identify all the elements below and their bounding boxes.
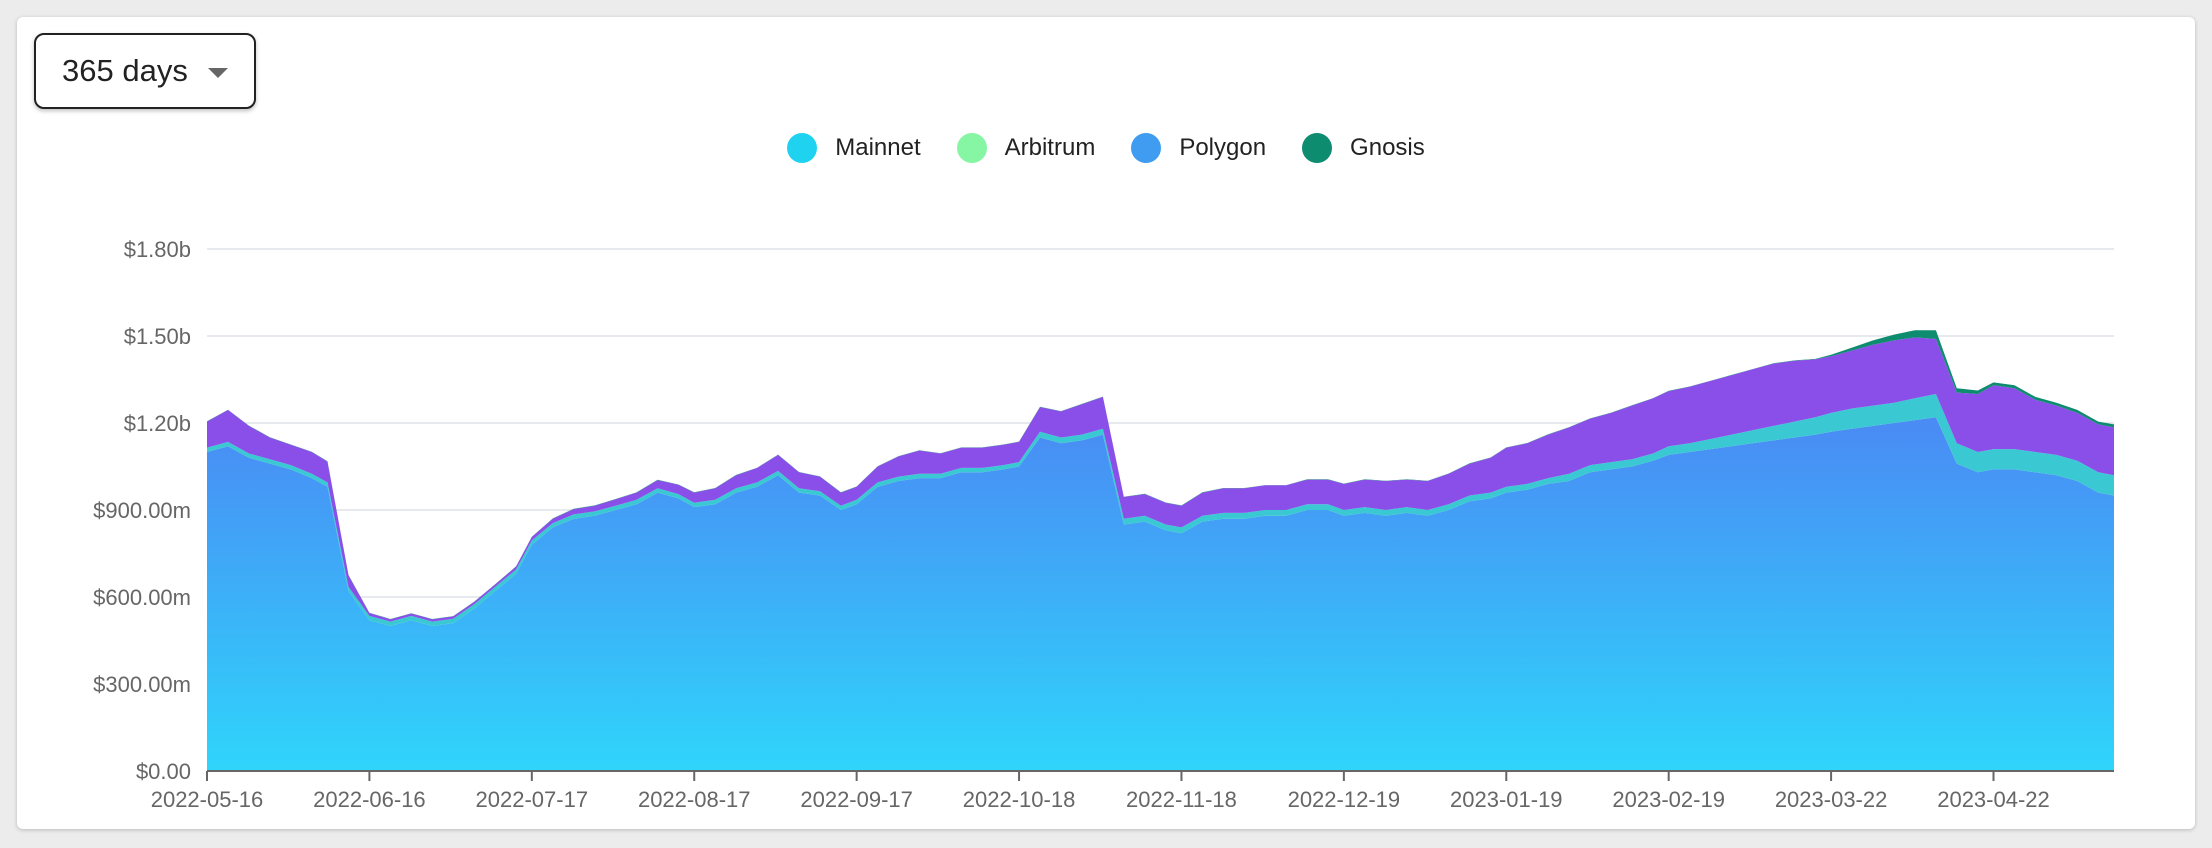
x-tick-label: 2022-08-17 [638, 787, 751, 812]
stacked-area-chart: $0.00 $300.00m $600.00m $900.00m $1.20b $1.50… [93, 237, 2114, 812]
x-tick-label: 2022-07-17 [476, 787, 589, 812]
chart-legend: Mainnet Arbitrum Polygon Gnosis [17, 133, 2195, 163]
x-tick-label: 2023-02-19 [1612, 787, 1725, 812]
legend-item-arbitrum[interactable]: Arbitrum [956, 133, 1096, 163]
time-range-dropdown[interactable]: 365 days [34, 33, 256, 109]
x-tick-label: 2022-05-16 [151, 787, 264, 812]
y-tick-label: $300.00m [93, 672, 191, 697]
legend-dot-icon [956, 133, 987, 163]
legend-dot-icon [1302, 133, 1333, 163]
x-tick-label: 2023-03-22 [1775, 787, 1888, 812]
y-tick-label: $0.00 [136, 759, 191, 784]
x-tick-label: 2022-09-17 [800, 787, 913, 812]
legend-dot-icon [787, 133, 818, 163]
x-tick-label: 2023-01-19 [1450, 787, 1563, 812]
legend-item-mainnet[interactable]: Mainnet [787, 133, 921, 163]
x-tick-label: 2022-06-16 [313, 787, 426, 812]
y-tick-label: $900.00m [93, 498, 191, 523]
y-tick-label: $600.00m [93, 585, 191, 610]
area-arbitrum [207, 394, 2114, 626]
x-tick-label: 2022-10-18 [963, 787, 1076, 812]
x-tick-label: 2023-04-22 [1937, 787, 2050, 812]
y-tick-label: $1.50b [124, 324, 191, 349]
legend-label: Gnosis [1350, 134, 1425, 161]
legend-dot-icon [1131, 133, 1162, 163]
x-tick-label: 2022-12-19 [1288, 787, 1401, 812]
legend-label: Mainnet [835, 134, 921, 161]
legend-label: Polygon [1179, 134, 1267, 161]
chart-card: 365 days Mainnet Arbitrum Polygon Gnosis [17, 17, 2195, 829]
axes: $0.00 $300.00m $600.00m $900.00m $1.20b $1.50… [93, 237, 2114, 812]
x-tick-label: 2022-11-18 [1126, 787, 1237, 812]
area-polygon [207, 417, 2114, 771]
legend-label: Arbitrum [1004, 134, 1096, 161]
legend-item-polygon[interactable]: Polygon [1131, 133, 1266, 163]
y-tick-label: $1.80b [124, 237, 191, 262]
area-series [207, 330, 2114, 771]
caret-down-icon [208, 68, 228, 78]
legend-item-gnosis[interactable]: Gnosis [1302, 133, 1425, 163]
area-mainnet [207, 337, 2114, 622]
y-tick-label: $1.20b [124, 411, 191, 436]
time-range-label: 365 days [62, 53, 188, 88]
